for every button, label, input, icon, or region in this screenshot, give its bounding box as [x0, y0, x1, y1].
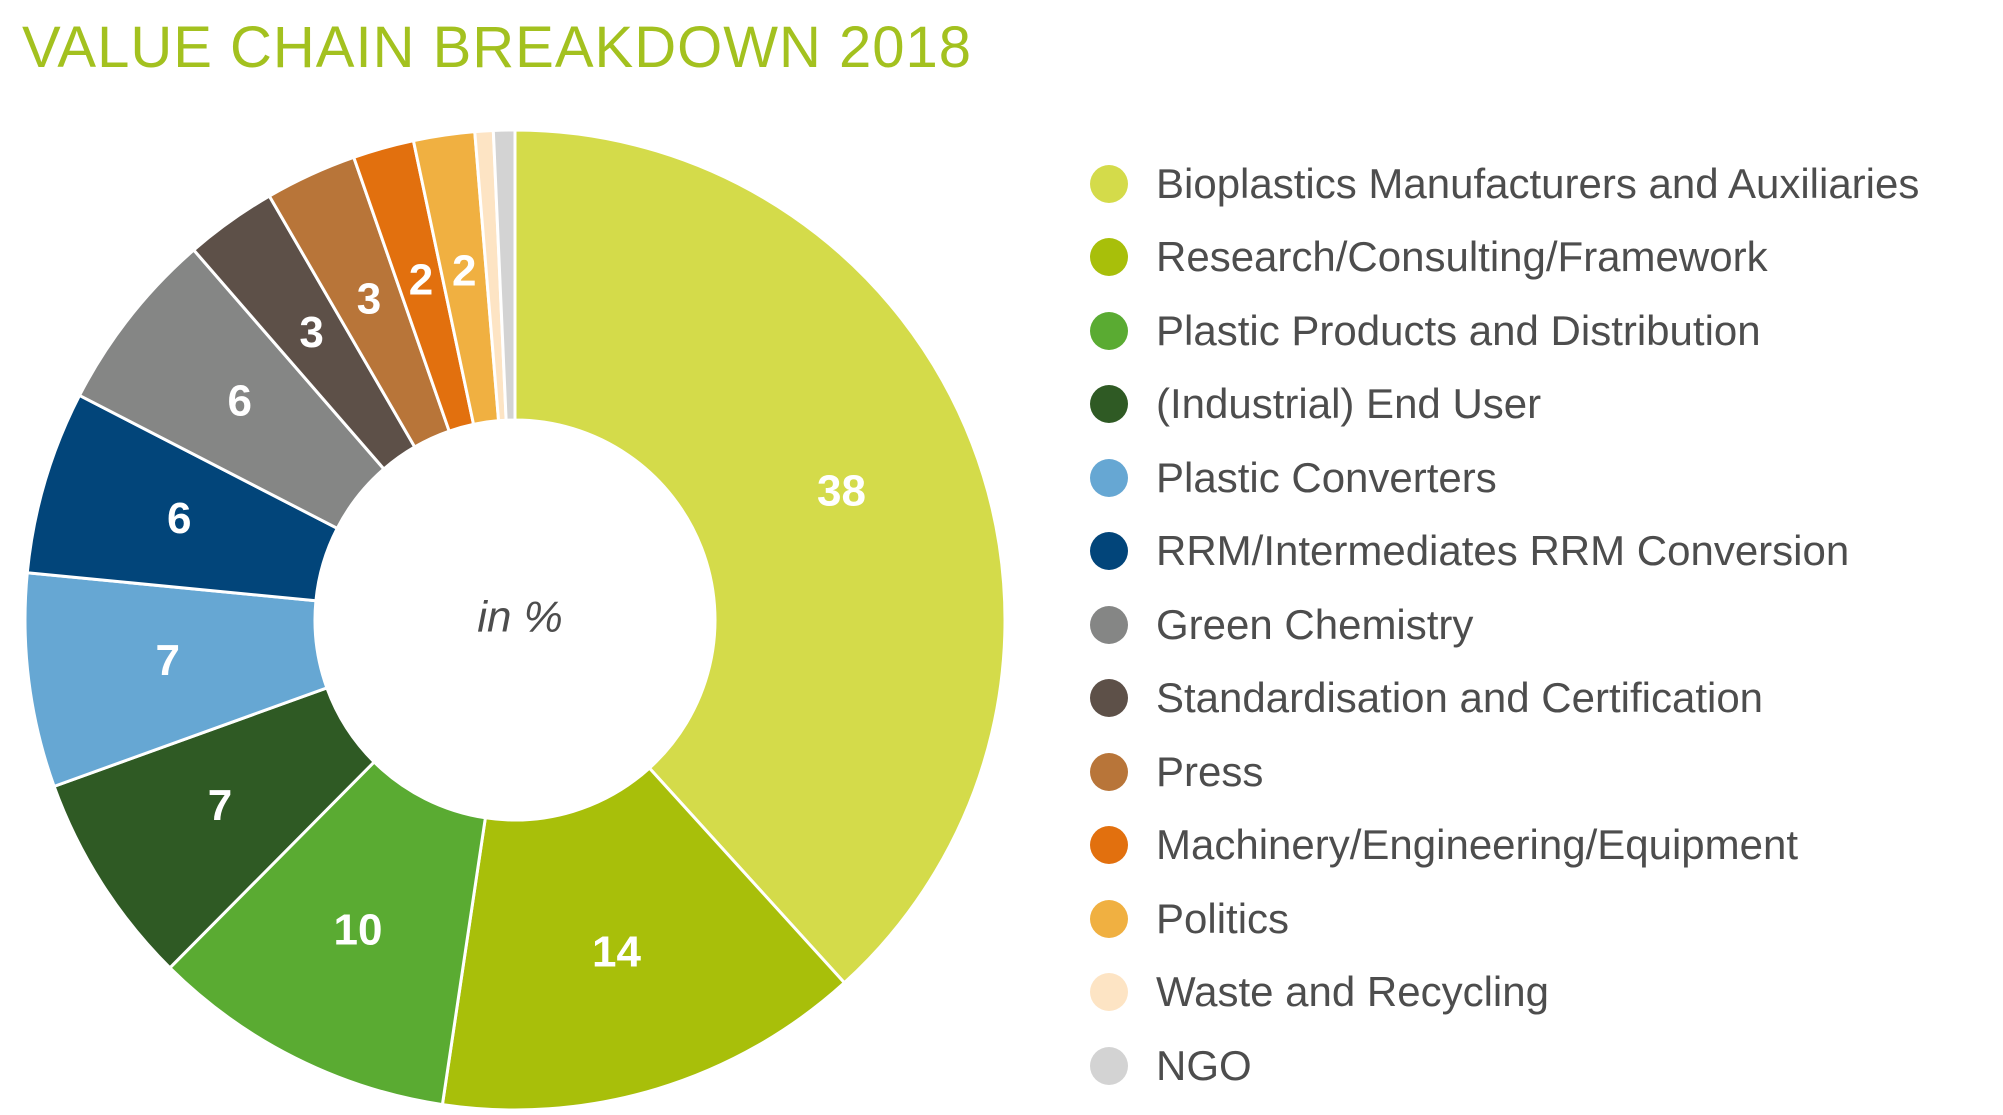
- legend-swatch-icon: [1090, 238, 1128, 277]
- legend-label: Machinery/Engineering/Equipment: [1156, 821, 1799, 869]
- legend-label: Politics: [1156, 894, 1290, 942]
- legend-label: Research/Consulting/Framework: [1156, 233, 1768, 281]
- legend-label: (Industrial) End User: [1156, 380, 1542, 428]
- legend: Bioplastics Manufacturers and Auxiliarie…: [1090, 147, 1919, 1103]
- legend-item: Plastic Converters: [1090, 441, 1919, 515]
- legend-swatch-icon: [1090, 752, 1128, 791]
- slice-value-label: 38: [817, 467, 866, 516]
- center-label: in %: [477, 593, 563, 642]
- slice-value-label: 3: [299, 308, 323, 357]
- legend-label: RRM/Intermediates RRM Conversion: [1156, 527, 1850, 575]
- legend-swatch-icon: [1090, 532, 1128, 571]
- legend-item: Standardisation and Certification: [1090, 662, 1919, 736]
- legend-label: NGO: [1156, 1041, 1252, 1089]
- slice-value-label: 7: [155, 636, 179, 685]
- legend-swatch-icon: [1090, 679, 1128, 718]
- slice-value-label: 14: [592, 928, 641, 977]
- legend-label: Standardisation and Certification: [1156, 674, 1764, 722]
- legend-item: Bioplastics Manufacturers and Auxiliarie…: [1090, 147, 1919, 221]
- legend-label: Green Chemistry: [1156, 600, 1474, 648]
- donut-slices: [23, 128, 1007, 1112]
- legend-item: Green Chemistry: [1090, 588, 1919, 662]
- legend-label: Bioplastics Manufacturers and Auxiliarie…: [1156, 159, 1920, 207]
- legend-label: Waste and Recycling: [1156, 968, 1549, 1016]
- donut-slice: [167, 759, 488, 1107]
- legend-swatch-icon: [1090, 899, 1128, 938]
- slice-value-label: 3: [357, 275, 381, 324]
- slice-value-label: 6: [228, 376, 252, 425]
- chart-title: VALUE CHAIN BREAKDOWN 2018: [22, 15, 972, 80]
- legend-swatch-icon: [1090, 385, 1128, 424]
- slice-value-label: 2: [409, 256, 433, 305]
- legend-item: (Industrial) End User: [1090, 368, 1919, 442]
- legend-item: Press: [1090, 735, 1919, 809]
- legend-swatch-icon: [1090, 973, 1128, 1012]
- legend-swatch-icon: [1090, 311, 1128, 350]
- donut-slice: [440, 765, 847, 1112]
- legend-item: Plastic Products and Distribution: [1090, 294, 1919, 368]
- legend-swatch-icon: [1090, 826, 1128, 865]
- slice-value-label: 6: [167, 494, 191, 543]
- legend-swatch-icon: [1090, 458, 1128, 497]
- legend-item: Machinery/Engineering/Equipment: [1090, 809, 1919, 883]
- legend-item: RRM/Intermediates RRM Conversion: [1090, 515, 1919, 589]
- slice-value-label: 10: [334, 905, 383, 954]
- slice-value-label: 2: [452, 246, 476, 295]
- donut-slice: [513, 128, 1007, 985]
- legend-swatch-icon: [1090, 1046, 1128, 1085]
- legend-item: NGO: [1090, 1029, 1919, 1103]
- legend-item: Waste and Recycling: [1090, 956, 1919, 1030]
- legend-swatch-icon: [1090, 605, 1128, 644]
- legend-label: Press: [1156, 747, 1264, 795]
- slice-value-label: 7: [208, 781, 232, 830]
- donut-slice: [491, 128, 517, 422]
- legend-label: Plastic Products and Distribution: [1156, 306, 1761, 354]
- legend-swatch-icon: [1090, 164, 1128, 203]
- legend-item: Politics: [1090, 882, 1919, 956]
- legend-item: Research/Consulting/Framework: [1090, 221, 1919, 295]
- legend-label: Plastic Converters: [1156, 453, 1497, 501]
